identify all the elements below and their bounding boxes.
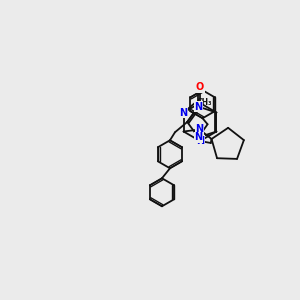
Text: N: N	[194, 132, 202, 142]
Text: N: N	[179, 107, 188, 118]
Text: N: N	[196, 124, 204, 134]
Text: N: N	[194, 102, 202, 112]
Text: CH₃: CH₃	[197, 98, 212, 107]
Text: N: N	[196, 136, 204, 146]
Text: O: O	[196, 82, 204, 92]
